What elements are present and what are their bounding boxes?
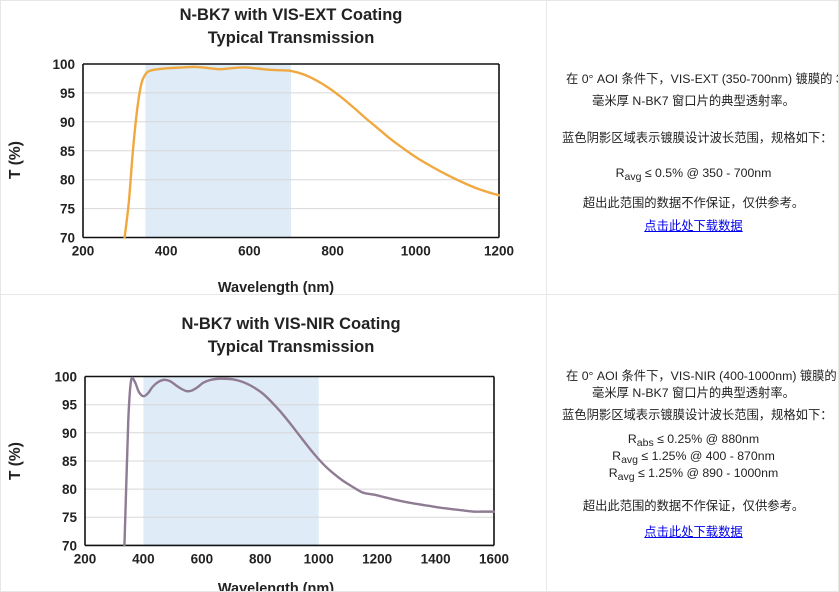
svg-text:80: 80 (62, 482, 77, 497)
svg-text:1400: 1400 (421, 551, 451, 566)
svg-text:800: 800 (321, 244, 344, 259)
svg-text:400: 400 (155, 244, 178, 259)
svg-text:100: 100 (52, 57, 75, 72)
svg-text:90: 90 (62, 426, 77, 441)
svg-text:80: 80 (60, 173, 75, 188)
svg-text:90: 90 (60, 115, 75, 130)
svg-text:100: 100 (54, 370, 77, 385)
svg-text:600: 600 (191, 551, 214, 566)
svg-text:85: 85 (62, 454, 78, 469)
svg-text:1600: 1600 (479, 551, 509, 566)
svg-text:75: 75 (60, 202, 76, 217)
svg-text:95: 95 (62, 398, 78, 413)
svg-text:200: 200 (72, 244, 95, 259)
svg-text:1000: 1000 (401, 244, 431, 259)
svg-text:400: 400 (132, 551, 155, 566)
svg-text:200: 200 (74, 551, 97, 566)
svg-text:75: 75 (62, 510, 78, 525)
svg-text:600: 600 (238, 244, 261, 259)
svg-text:85: 85 (60, 144, 76, 159)
svg-text:1200: 1200 (484, 244, 514, 259)
svg-text:1000: 1000 (304, 551, 334, 566)
svg-text:95: 95 (60, 86, 76, 101)
svg-text:800: 800 (249, 551, 272, 566)
svg-text:1200: 1200 (362, 551, 392, 566)
